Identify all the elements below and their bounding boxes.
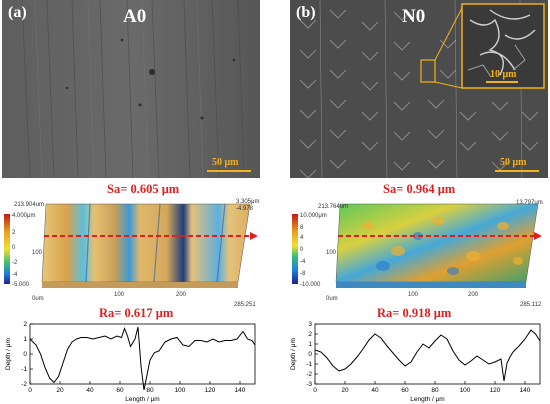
x-tick-label: 120 (205, 387, 216, 394)
y-tick-label: 0 (23, 351, 27, 358)
x-tick-label: 140 (235, 387, 246, 394)
sem-inset-n0 (461, 3, 545, 89)
y-tick-label: -1 (21, 366, 27, 373)
y-tick-label: -2 (306, 371, 312, 378)
colorbar-n0 (292, 214, 298, 284)
surface-map-n0: 10.000μm 8 4 0 -4 -8 -10.000 213.764um 1… (288, 196, 550, 308)
svg-text:-10.000: -10.000 (300, 282, 321, 288)
profile-line-0 (29, 326, 256, 391)
scalebar-a0 (207, 170, 251, 172)
plot-frame (314, 323, 541, 385)
svg-text:-4: -4 (12, 272, 18, 278)
x-tick-label: 100 (175, 387, 186, 394)
x-tick-label: 60 (116, 387, 124, 394)
inset-scalebar-label-n0: 10 μm (490, 69, 517, 80)
y-tick-label: -2 (21, 381, 27, 388)
scalebar-n0 (495, 170, 539, 172)
x-tick-label: 80 (431, 387, 439, 394)
ra-value-a0: Ra= 0.617 μm (99, 306, 174, 320)
y-tick-label: -3 (306, 381, 312, 388)
svg-text:213.764um: 213.764um (318, 204, 348, 210)
sem-texture-n0 (290, 0, 548, 178)
svg-text:200: 200 (468, 292, 479, 298)
panel-label-b: (b) (296, 4, 316, 21)
profile-chart-n0: 0 20 40 60 80 100 120 140 -3 -2 -1 0 1 2 3 Length / μm D… (290, 321, 541, 403)
svg-text:8: 8 (300, 225, 304, 231)
x-tick-label: 60 (401, 387, 409, 394)
svg-text:0: 0 (12, 245, 16, 251)
y-tick-label: 2 (308, 331, 312, 338)
y-tick-label: 0 (308, 351, 312, 358)
svg-text:100: 100 (32, 250, 43, 256)
sa-value-a0: Sa= 0.605 μm (107, 182, 180, 196)
colorbar-a0 (4, 214, 10, 284)
svg-text:-4.978: -4.978 (236, 206, 254, 212)
svg-text:200: 200 (176, 292, 187, 298)
svg-text:100: 100 (326, 250, 337, 256)
x-tick-label: 80 (146, 387, 154, 394)
svg-text:0um: 0um (32, 296, 44, 302)
svg-text:213.904um: 213.904um (14, 202, 44, 208)
svg-text:100: 100 (114, 292, 125, 298)
sample-label-n0: N0 (402, 6, 426, 27)
x-tick-label: 0 (313, 387, 317, 394)
svg-text:13.797um: 13.797um (516, 200, 543, 206)
sa-value-n0: Sa= 0.964 μm (383, 182, 456, 196)
svg-text:3.305μm: 3.305μm (236, 199, 259, 205)
x-tick-label: 20 (56, 387, 64, 394)
sem-texture-a0 (2, 0, 260, 178)
x-axis-label: Length / μm (125, 396, 159, 403)
svg-text:0um: 0um (326, 296, 338, 302)
svg-text:-4: -4 (300, 259, 306, 265)
y-tick-label: 3 (308, 321, 312, 328)
y-tick-label: 2 (23, 321, 27, 328)
scalebar-label-n0: 50 μm (500, 157, 527, 168)
x-tick-label: 20 (341, 387, 349, 394)
y-axis-label: Depth / μm (290, 338, 297, 370)
svg-text:285.251: 285.251 (234, 302, 256, 308)
sem-image-a0: (a) A0 50 μm (2, 0, 260, 178)
svg-text:285.112: 285.112 (520, 302, 542, 308)
x-axis-label: Length / μm (410, 396, 444, 403)
surface-map-a0: 4.000μm 2 0 -2 -4 -5.000 213.904um 3.305… (0, 196, 265, 308)
y-tick-label: 1 (23, 336, 27, 343)
svg-text:-5.000: -5.000 (12, 282, 30, 288)
svg-text:4.000μm: 4.000μm (12, 213, 35, 219)
y-axis-label: Depth / μm (5, 338, 12, 370)
sem-image-n0: (b) N0 10 μm 50 μm (290, 0, 548, 178)
svg-text:10.000μm: 10.000μm (300, 213, 327, 219)
svg-text:4: 4 (300, 235, 304, 241)
y-tick-label: 1 (308, 341, 312, 348)
profile-line-1 (314, 329, 541, 382)
profile-chart-a0: 0 20 40 60 80 100 120 140 -2 -1 0 1 2 Length / μm Dept… (5, 321, 256, 403)
scalebar-label-a0: 50 μm (212, 157, 239, 168)
zoom-box (420, 59, 436, 83)
y-tick-label: -1 (306, 361, 312, 368)
svg-text:2: 2 (12, 230, 16, 236)
svg-text:-2: -2 (12, 260, 18, 266)
svg-text:0: 0 (300, 247, 304, 253)
x-tick-label: 40 (371, 387, 379, 394)
x-tick-label: 140 (520, 387, 531, 394)
sample-label-a0: A0 (123, 6, 147, 27)
panel-label-a: (a) (8, 4, 27, 21)
x-tick-label: 100 (460, 387, 471, 394)
svg-text:100: 100 (408, 292, 419, 298)
ra-value-n0: Ra= 0.918 μm (377, 306, 452, 320)
x-tick-label: 120 (490, 387, 501, 394)
x-tick-label: 0 (28, 387, 32, 394)
x-tick-label: 40 (86, 387, 94, 394)
svg-text:-8: -8 (300, 271, 306, 277)
